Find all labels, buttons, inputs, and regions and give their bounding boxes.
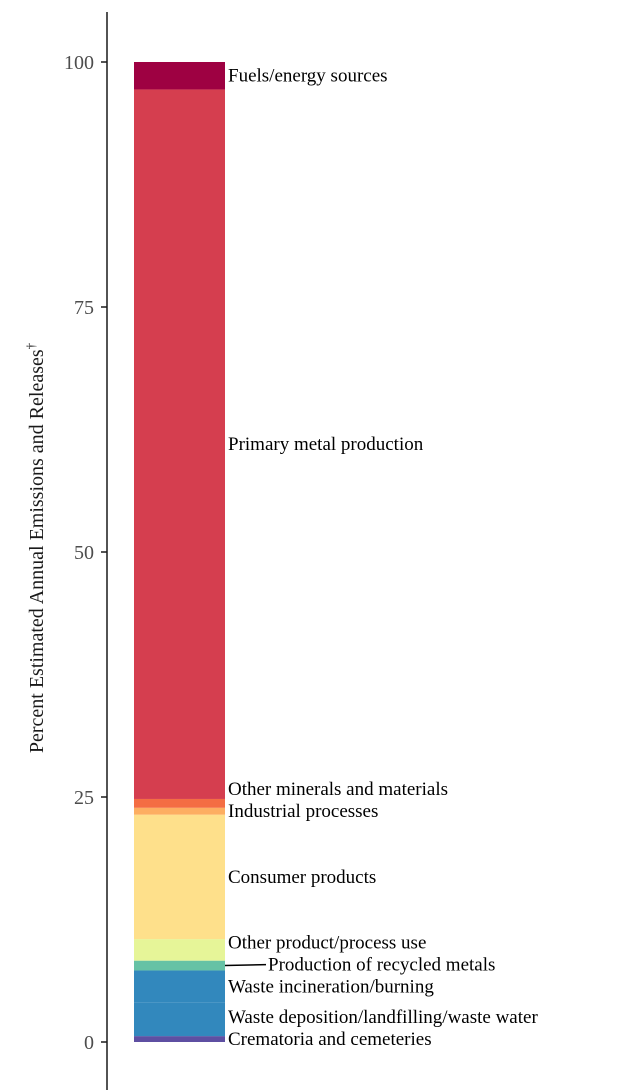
bar-segment — [134, 89, 225, 799]
bar-segment — [134, 960, 225, 971]
bar-segment — [134, 814, 225, 940]
bar-segment — [134, 939, 225, 961]
y-axis-title-mark: † — [23, 342, 38, 349]
bar-segment — [134, 798, 225, 808]
y-tick-label: 100 — [64, 52, 94, 74]
segment-label: Crematoria and cemeteries — [228, 1029, 432, 1050]
segment-label: Other minerals and materials — [228, 779, 448, 800]
bar-segments — [134, 62, 225, 1042]
y-axis-title: Percent Estimated Annual Emissions and R… — [23, 342, 48, 753]
y-tick-label: 75 — [74, 297, 94, 319]
y-axis-title-text: Percent Estimated Annual Emissions and R… — [26, 349, 48, 753]
segment-label: Primary metal production — [228, 434, 424, 455]
y-axis: 0 25 50 75 100 — [64, 12, 108, 1090]
segment-label: Waste incineration/burning — [228, 977, 434, 998]
bar-segment — [134, 807, 225, 815]
bar-segment — [134, 1002, 225, 1037]
segment-label: Fuels/energy sources — [228, 66, 388, 87]
segment-label: Consumer products — [228, 867, 376, 888]
bar-segment — [134, 62, 225, 90]
bar-segment — [134, 1036, 225, 1042]
segment-label: Industrial processes — [228, 801, 378, 822]
label-leader-line — [224, 963, 267, 967]
y-tick-label: 50 — [74, 542, 94, 564]
segment-label: Other product/process use — [228, 933, 426, 954]
y-tick-label: 0 — [84, 1032, 94, 1054]
bar-segment — [134, 970, 225, 1003]
y-tick-label: 25 — [74, 787, 94, 809]
segment-label: Waste deposition/landfilling/waste water — [228, 1007, 538, 1028]
segment-label: Production of recycled metals — [268, 955, 495, 976]
